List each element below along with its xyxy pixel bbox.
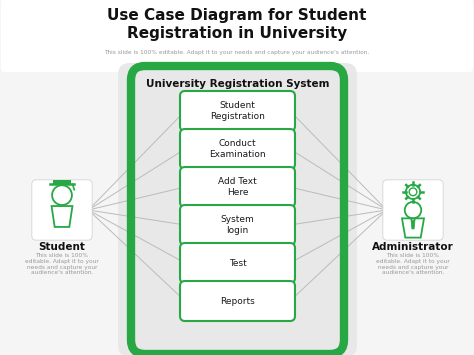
FancyBboxPatch shape (53, 180, 71, 184)
Text: Student: Student (38, 242, 85, 252)
Text: Reports: Reports (220, 296, 255, 306)
FancyBboxPatch shape (180, 281, 295, 321)
Text: This slide is 100%
editable. Adapt it to your
needs and capture your
audience's : This slide is 100% editable. Adapt it to… (376, 253, 450, 275)
FancyBboxPatch shape (180, 167, 295, 207)
Text: This slide is 100% editable. Adapt it to your needs and capture your audience's : This slide is 100% editable. Adapt it to… (104, 50, 370, 55)
Text: System
login: System login (220, 215, 255, 235)
FancyBboxPatch shape (180, 205, 295, 245)
Text: Add Text
Here: Add Text Here (218, 177, 257, 197)
Text: Use Case Diagram for Student: Use Case Diagram for Student (107, 8, 367, 23)
FancyBboxPatch shape (118, 63, 357, 355)
FancyBboxPatch shape (383, 180, 443, 240)
Polygon shape (411, 218, 415, 229)
Text: Administrator: Administrator (372, 242, 454, 252)
Text: Student
Registration: Student Registration (210, 101, 265, 121)
Text: Conduct
Examination: Conduct Examination (209, 139, 266, 159)
FancyBboxPatch shape (1, 0, 473, 72)
FancyBboxPatch shape (180, 243, 295, 283)
Text: Test: Test (228, 258, 246, 268)
Text: Registration in University: Registration in University (127, 26, 347, 41)
FancyBboxPatch shape (180, 91, 295, 131)
FancyBboxPatch shape (180, 129, 295, 169)
Text: University Registration System: University Registration System (146, 79, 329, 89)
Text: This slide is 100%
editable. Adapt it to your
needs and capture your
audience's : This slide is 100% editable. Adapt it to… (25, 253, 99, 275)
FancyBboxPatch shape (32, 180, 92, 240)
